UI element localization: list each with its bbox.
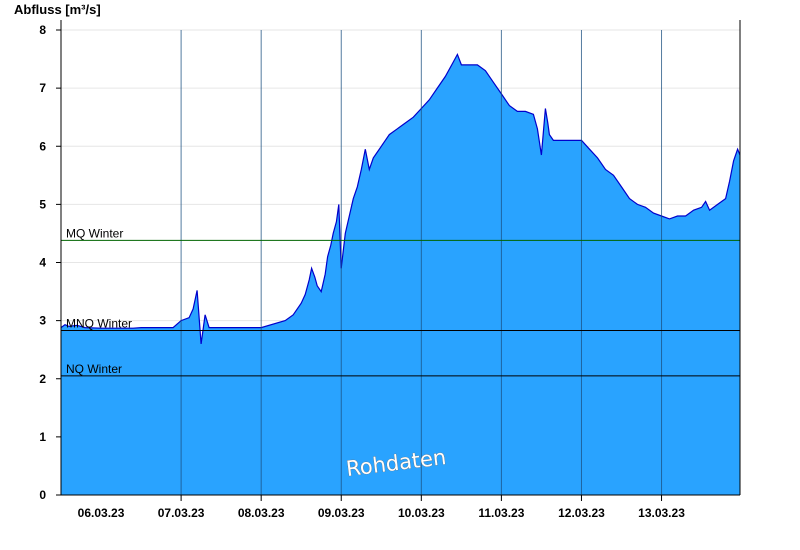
x-tick-label-11.03.23: 11.03.23 [478,506,524,520]
y-tick-label-3: 3 [39,314,46,328]
x-tick-label-08.03.23: 08.03.23 [238,506,285,520]
x-tick-label-07.03.23: 07.03.23 [158,506,205,520]
discharge-area [60,52,741,496]
discharge-line [60,52,741,344]
y-tick-label-7: 7 [39,81,46,95]
y-tick-label-8: 8 [39,23,46,37]
axes [60,20,741,496]
y-tick-label-6: 6 [39,139,46,153]
x-tick-label-13.03.23: 13.03.23 [638,506,685,520]
y-tick-label-0: 0 [39,488,46,502]
x-tick-label-10.03.23: 10.03.23 [398,506,445,520]
day-separator-lines [180,30,663,495]
x-tick-label-09.03.23: 09.03.23 [318,506,365,520]
x-tick-label-06.03.23: 06.03.23 [78,506,125,520]
y-tick-label-1: 1 [39,430,46,444]
reference-lines: MQ Winter MNQ Winter NQ Winter [61,226,740,377]
ref-label-mq-winter: MQ Winter [66,226,123,240]
discharge-fill [61,54,740,496]
ref-label-mnq-winter: MNQ Winter [66,317,132,331]
y-tick-label-2: 2 [39,372,46,386]
x-tick-label-12.03.23: 12.03.23 [558,506,605,520]
y-tick-label-4: 4 [39,256,46,270]
y-axis-ticks: 0 1 2 3 4 5 6 7 8 [39,23,61,502]
x-axis-ticks: 06.03.23 07.03.23 08.03.23 09.03.23 10.03.23… [78,495,685,520]
y-axis-label: Abfluss [m³/s] [14,2,101,17]
y-tick-label-5: 5 [39,197,46,211]
ref-label-nq-winter: NQ Winter [66,362,122,376]
